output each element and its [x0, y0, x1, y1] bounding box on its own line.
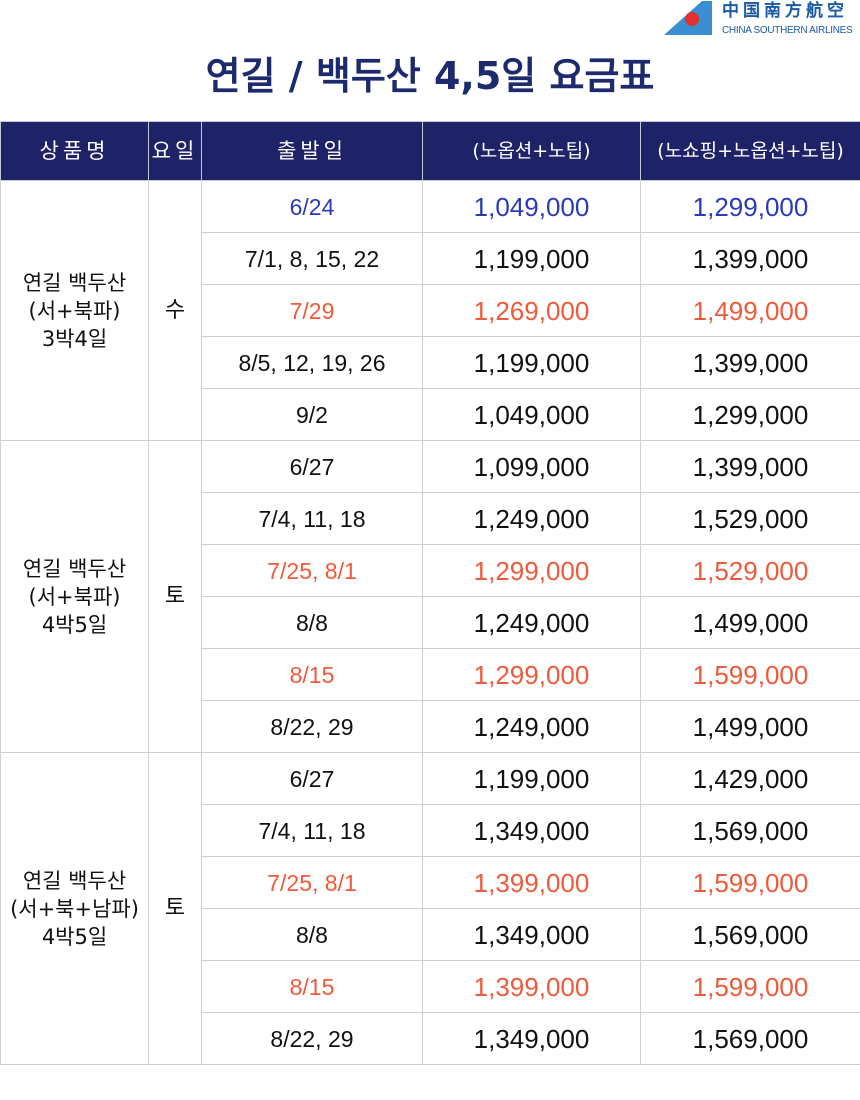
departure-date: 8/15 — [201, 648, 423, 701]
price-no-shopping: 1,399,000 — [640, 440, 860, 493]
price-no-shopping: 1,569,000 — [640, 804, 860, 857]
table-row: 9/2 1,049,000 1,299,000 — [1, 388, 860, 441]
departure-date: 8/22, 29 — [201, 700, 423, 753]
price-no-option: 1,049,000 — [422, 388, 641, 441]
header-departure: 출발일 — [201, 121, 423, 181]
price-no-option: 1,049,000 — [422, 180, 641, 233]
departure-date: 7/4, 11, 18 — [201, 492, 423, 545]
header-day: 요일 — [148, 121, 202, 181]
departure-date: 7/25, 8/1 — [201, 544, 423, 597]
table-row: 연길 백두산 (서+북파) 3박4일 수 6/24 1,049,000 1,299,000 — [0, 180, 860, 441]
price-no-option: 1,199,000 — [422, 336, 641, 389]
product-name-line: 연길 백두산 — [22, 556, 127, 581]
departure-date: 8/8 — [201, 596, 423, 649]
product-name-line: 연길 백두산 — [22, 270, 127, 295]
table-row: 8/22, 29 1,249,000 1,499,000 — [1, 700, 860, 753]
departure-date: 6/27 — [201, 440, 423, 493]
price-no-option: 1,349,000 — [422, 804, 641, 857]
price-no-shopping: 1,299,000 — [640, 180, 860, 233]
departure-date: 8/22, 29 — [201, 1012, 423, 1065]
price-no-option: 1,249,000 — [422, 492, 641, 545]
price-table: 상품명 요일 출발일 (노옵션+노팁) (노쇼핑+노옵션+노팁) 연길 백두산 (… — [0, 121, 860, 1065]
price-no-option: 1,199,000 — [422, 232, 641, 285]
product-name-line: (서+북파) — [28, 298, 121, 323]
table-row: 7/1, 8, 15, 22 1,199,000 1,399,000 — [1, 232, 860, 285]
brand-chinese: 中国南方航空 — [722, 1, 848, 21]
price-no-shopping: 1,569,000 — [640, 908, 860, 961]
price-no-option: 1,249,000 — [422, 596, 641, 649]
price-no-shopping: 1,569,000 — [640, 1012, 860, 1065]
departure-date: 8/5, 12, 19, 26 — [201, 336, 423, 389]
price-no-shopping: 1,499,000 — [640, 700, 860, 753]
brand-english: CHINA SOUTHERN AIRLINES — [722, 25, 853, 36]
price-no-shopping: 1,529,000 — [640, 492, 860, 545]
table-row: 8/22, 29 1,349,000 1,569,000 — [1, 1012, 860, 1065]
price-no-shopping: 1,599,000 — [640, 960, 860, 1013]
product-name: 연길 백두산 (서+북파) 4박5일 — [0, 440, 149, 753]
table-row: 7/25, 8/1 1,399,000 1,599,000 — [1, 856, 860, 909]
departure-date: 7/29 — [201, 284, 423, 337]
departure-date: 6/24 — [201, 180, 423, 233]
price-no-shopping: 1,429,000 — [640, 752, 860, 805]
price-no-option: 1,199,000 — [422, 752, 641, 805]
price-no-option: 1,249,000 — [422, 700, 641, 753]
product-name-line: 3박4일 — [41, 326, 108, 351]
product-name-line: 4박5일 — [41, 924, 108, 949]
departure-date: 6/27 — [201, 752, 423, 805]
table-header: 상품명 요일 출발일 (노옵션+노팁) (노쇼핑+노옵션+노팁) — [0, 121, 860, 181]
product-name-line: (서+북+남파) — [10, 896, 139, 921]
price-no-option: 1,299,000 — [422, 544, 641, 597]
price-no-option: 1,099,000 — [422, 440, 641, 493]
product-name: 연길 백두산 (서+북파) 3박4일 — [0, 180, 149, 441]
departure-date: 7/25, 8/1 — [201, 856, 423, 909]
table-row: 8/5, 12, 19, 26 1,199,000 1,399,000 — [1, 336, 860, 389]
price-no-option: 1,269,000 — [422, 284, 641, 337]
price-no-option: 1,399,000 — [422, 856, 641, 909]
price-no-option: 1,349,000 — [422, 908, 641, 961]
price-no-shopping: 1,399,000 — [640, 336, 860, 389]
departure-date: 8/8 — [201, 908, 423, 961]
china-southern-logo: 中国南方航空 CHINA SOUTHERN AIRLINES — [664, 1, 860, 39]
page-title: 연길 / 백두산 4,5일 요금표 — [205, 54, 655, 98]
price-no-shopping: 1,599,000 — [640, 648, 860, 701]
price-no-shopping: 1,529,000 — [640, 544, 860, 597]
table-row: 7/4, 11, 18 1,249,000 1,529,000 — [1, 492, 860, 545]
table-row: 연길 백두산 (서+북+남파) 4박5일 토 6/27 1,199,000 1,429,00… — [0, 752, 860, 1065]
header-product: 상품명 — [0, 121, 149, 181]
price-no-option: 1,299,000 — [422, 648, 641, 701]
price-no-option: 1,399,000 — [422, 960, 641, 1013]
departure-date: 7/4, 11, 18 — [201, 804, 423, 857]
price-no-shopping: 1,299,000 — [640, 388, 860, 441]
header-price-no-option: (노옵션+노팁) — [422, 121, 641, 181]
departure-date: 9/2 — [201, 388, 423, 441]
table-row: 8/8 1,349,000 1,569,000 — [1, 908, 860, 961]
header-price-no-shopping: (노쇼핑+노옵션+노팁) — [640, 121, 860, 181]
price-no-shopping: 1,399,000 — [640, 232, 860, 285]
weekday: 수 — [148, 180, 202, 441]
price-no-shopping: 1,599,000 — [640, 856, 860, 909]
weekday: 토 — [148, 752, 202, 1065]
weekday: 토 — [148, 440, 202, 753]
product-name-line: 4박5일 — [41, 612, 108, 637]
price-no-option: 1,349,000 — [422, 1012, 641, 1065]
product-name: 연길 백두산 (서+북+남파) 4박5일 — [0, 752, 149, 1065]
product-name-line: (서+북파) — [28, 584, 121, 609]
table-row: 연길 백두산 (서+북파) 4박5일 토 6/27 1,099,000 1,399,000 — [0, 440, 860, 753]
price-no-shopping: 1,499,000 — [640, 284, 860, 337]
product-name-line: 연길 백두산 — [22, 868, 127, 893]
departure-date: 8/15 — [201, 960, 423, 1013]
departure-date: 7/1, 8, 15, 22 — [201, 232, 423, 285]
price-no-shopping: 1,499,000 — [640, 596, 860, 649]
airline-tail-icon — [664, 1, 712, 35]
